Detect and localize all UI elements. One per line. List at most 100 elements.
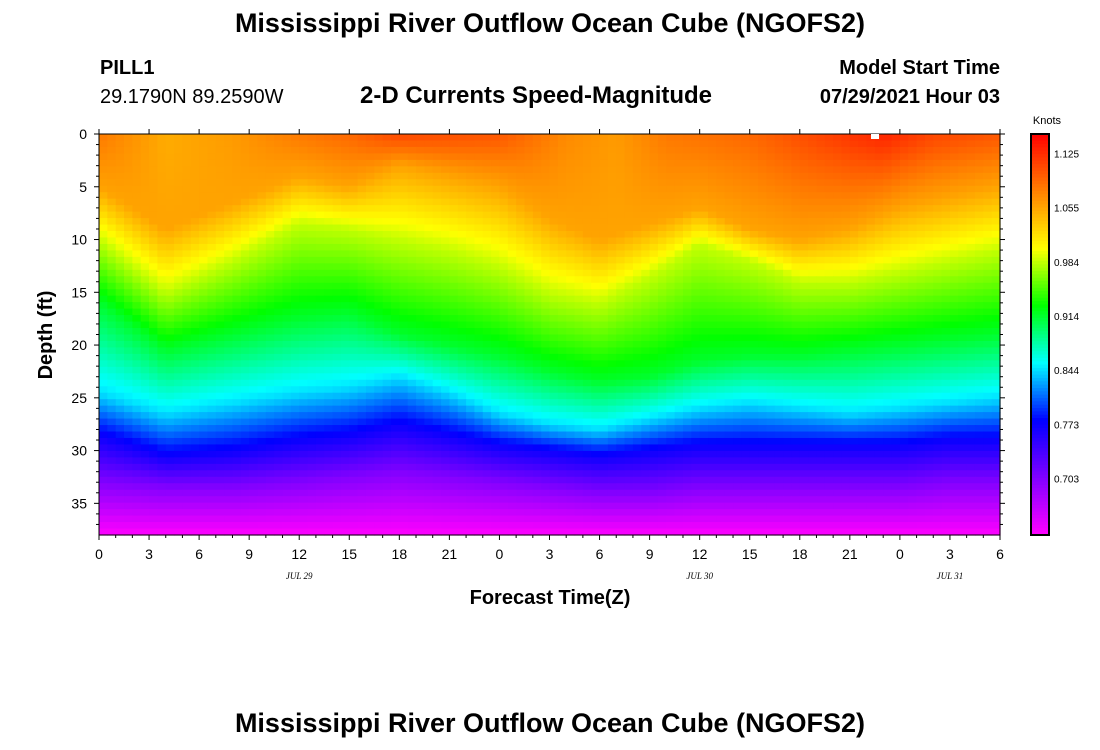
heatmap-cell [666,205,676,213]
heatmap-cell [507,295,517,303]
heatmap-cell [849,192,859,200]
heatmap-cell [666,412,676,420]
heatmap-cell [774,269,784,277]
heatmap-cell [215,185,225,193]
heatmap-cell [215,347,225,355]
heatmap-cell [99,185,108,193]
heatmap-cell [624,166,634,174]
heatmap-cell [674,179,684,187]
heatmap-cell [299,172,309,180]
heatmap-cell [474,269,484,277]
heatmap-cell [190,302,200,310]
heatmap-cell [507,198,517,206]
heatmap-cell [107,205,117,213]
heatmap-cell [99,250,108,258]
heatmap-cell [182,146,192,155]
heatmap-cell [733,360,742,368]
heatmap-cell [432,321,442,329]
heatmap-cell [616,140,626,148]
heatmap-cell [774,340,784,349]
heatmap-cell [174,134,184,142]
heatmap-cell [791,263,801,271]
heatmap-cell [207,211,217,219]
heatmap-cell [516,179,526,187]
heatmap-cell [290,334,300,342]
heatmap-cell [466,205,476,213]
heatmap-cell [991,243,1001,252]
heatmap-cell [682,198,692,206]
heatmap-cell [983,386,993,394]
heatmap-cell [516,399,526,407]
heatmap-cell [916,373,926,381]
heatmap-cell [374,185,384,193]
heatmap-cell [599,392,609,400]
heatmap-cell [758,315,767,323]
heatmap-cell [933,250,943,258]
heatmap-cell [157,256,167,264]
heatmap-cell [941,140,951,148]
heatmap-cell [282,340,292,349]
heatmap-cell [182,218,192,226]
heatmap-cell [307,386,317,394]
heatmap-cell [741,334,751,342]
heatmap-cell [574,392,584,400]
heatmap-cell [858,360,868,368]
heatmap-cell [974,360,984,368]
heatmap-cell [357,263,367,271]
heatmap-cell [140,366,150,374]
heatmap-cell [916,353,926,361]
heatmap-cell [274,269,284,277]
heatmap-cell [733,250,742,258]
heatmap-cell [299,250,309,258]
heatmap-cell [916,224,926,232]
heatmap-cell [190,198,200,206]
heatmap-cell [841,185,851,193]
heatmap-cell [883,140,893,148]
heatmap-cell [582,366,592,374]
heatmap-cell [916,328,926,336]
heatmap-cell [699,418,709,426]
heatmap-cell [941,185,951,193]
heatmap-cell [833,295,843,303]
heatmap-cell [474,231,484,239]
heatmap-cell [724,269,734,277]
heatmap-cell [582,340,592,349]
heatmap-cell [99,289,108,297]
heatmap-cell [115,373,125,381]
heatmap-cell [733,140,742,148]
heatmap-cell [416,328,425,336]
heatmap-cell [240,360,250,368]
heatmap-cell [666,392,676,400]
heatmap-cell [416,353,425,361]
heatmap-cell [199,405,209,413]
heatmap-cell [749,134,759,142]
heatmap-cell [282,315,292,323]
heatmap-cell [632,353,642,361]
heatmap-cell [466,366,476,374]
heatmap-cell [958,243,968,252]
heatmap-cell [315,224,325,232]
heatmap-cell [741,218,751,226]
heatmap-cell [416,360,425,368]
heatmap-cell [441,340,450,349]
heatmap-cell [766,340,776,349]
heatmap-cell [833,282,843,290]
heatmap-cell [749,276,759,284]
heatmap-cell [724,366,734,374]
heatmap-cell [416,321,425,329]
heatmap-cell [624,405,634,413]
heatmap-cell [566,140,576,148]
heatmap-cell [524,340,534,349]
heatmap-cell [649,237,659,245]
heatmap-cell [716,373,726,381]
heatmap-cell [824,360,834,368]
heatmap-cell [616,315,626,323]
heatmap-cell [741,179,751,187]
heatmap-cell [599,146,609,155]
heatmap-cell [290,269,300,277]
heatmap-cell [349,425,359,433]
heatmap-cell [808,218,818,226]
heatmap-cell [115,276,125,284]
heatmap-cell [174,431,184,439]
heatmap-cell [416,159,425,167]
